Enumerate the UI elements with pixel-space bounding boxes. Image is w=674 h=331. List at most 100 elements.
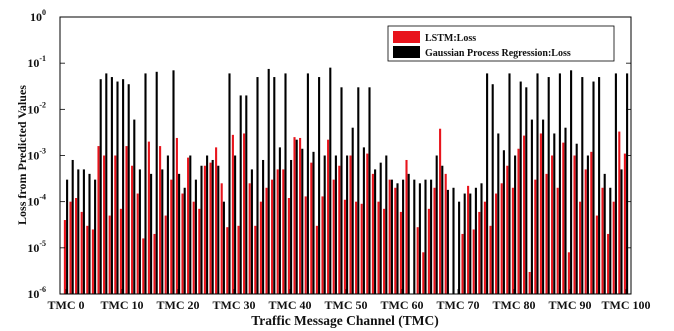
bar-gpr-7 xyxy=(105,73,108,294)
x-tick-label: TMC 0 xyxy=(48,298,85,312)
bar-lstm-5 xyxy=(91,229,94,294)
bar-gpr-29 xyxy=(228,73,231,294)
bar-lstm-20 xyxy=(175,137,178,294)
y-tick-label: 10-2 xyxy=(27,100,46,116)
bar-gpr-57 xyxy=(385,155,388,294)
bar-lstm-73 xyxy=(472,229,475,294)
bar-gpr-25 xyxy=(206,155,209,294)
bar-gpr-20 xyxy=(178,173,181,294)
bar-gpr-37 xyxy=(273,77,276,294)
bar-gpr-89 xyxy=(564,127,567,294)
bar-lstm-68 xyxy=(444,173,447,294)
bar-gpr-28 xyxy=(222,201,225,294)
legend-label-lstm: LSTM:Loss xyxy=(425,33,476,44)
bar-lstm-86 xyxy=(545,173,548,294)
bar-gpr-10 xyxy=(122,79,125,295)
bar-gpr-41 xyxy=(295,139,298,294)
bar-gpr-4 xyxy=(88,173,91,294)
bar-gpr-51 xyxy=(351,127,354,294)
bar-gpr-17 xyxy=(161,169,164,294)
bar-gpr-44 xyxy=(312,151,315,294)
y-tick-label: 100 xyxy=(30,8,46,24)
bar-lstm-57 xyxy=(383,208,386,294)
bar-gpr-73 xyxy=(474,187,477,294)
bar-lstm-65 xyxy=(427,208,430,294)
bar-gpr-39 xyxy=(284,73,287,294)
bar-lstm-80 xyxy=(511,187,514,294)
bar-gpr-58 xyxy=(390,179,393,294)
y-tick-exponent: -3 xyxy=(39,147,46,156)
bar-lstm-64 xyxy=(422,252,425,294)
bar-gpr-14 xyxy=(144,73,147,294)
bar-lstm-45 xyxy=(315,225,318,294)
bar-lstm-58 xyxy=(388,179,391,294)
bar-lstm-49 xyxy=(338,165,341,294)
bar-lstm-83 xyxy=(528,271,531,294)
x-tick-label: TMC 70 xyxy=(437,298,480,312)
bar-lstm-7 xyxy=(103,155,106,294)
bar-gpr-91 xyxy=(575,143,578,294)
plot-frame xyxy=(59,16,632,295)
bar-lstm-2 xyxy=(75,198,78,294)
bar-lstm-89 xyxy=(562,142,565,294)
bar-gpr-72 xyxy=(469,193,472,294)
bar-lstm-35 xyxy=(259,201,262,294)
legend-swatch-gpr xyxy=(393,46,420,58)
bar-lstm-56 xyxy=(377,201,380,294)
bar-gpr-48 xyxy=(334,155,337,294)
x-tick-label: TMC 50 xyxy=(325,298,368,312)
bar-lstm-15 xyxy=(147,141,150,294)
bar-lstm-28 xyxy=(220,183,223,294)
legend-box xyxy=(387,25,615,62)
bar-gpr-88 xyxy=(558,73,561,294)
bar-lstm-18 xyxy=(164,215,167,294)
bar-lstm-93 xyxy=(584,169,587,294)
bar-lstm-1 xyxy=(69,201,72,294)
bar-lstm-95 xyxy=(595,215,598,294)
y-tick-exponent: -5 xyxy=(39,239,46,248)
bar-gpr-66 xyxy=(435,155,438,294)
bar-gpr-11 xyxy=(127,84,130,294)
bar-gpr-45 xyxy=(318,77,321,294)
bar-lstm-55 xyxy=(371,173,374,294)
bar-gpr-96 xyxy=(603,173,606,294)
bar-gpr-87 xyxy=(553,133,556,294)
bar-gpr-38 xyxy=(278,147,281,294)
bar-gpr-1 xyxy=(71,159,74,294)
bars-layer xyxy=(63,67,629,295)
bar-gpr-35 xyxy=(262,159,265,294)
bar-gpr-33 xyxy=(250,169,253,294)
bar-lstm-100 xyxy=(623,153,626,294)
bar-gpr-68 xyxy=(446,189,449,294)
bar-gpr-52 xyxy=(357,87,360,294)
bar-gpr-24 xyxy=(200,165,203,294)
bar-lstm-50 xyxy=(343,199,346,294)
bar-gpr-43 xyxy=(306,73,309,294)
bar-gpr-56 xyxy=(379,162,382,294)
bar-lstm-22 xyxy=(187,157,190,294)
y-tick-exponent: -1 xyxy=(39,54,46,63)
bar-gpr-98 xyxy=(614,73,617,294)
bar-lstm-76 xyxy=(489,225,492,294)
y-tick-label: 10-5 xyxy=(27,239,46,255)
x-tick-label: TMC 40 xyxy=(269,298,312,312)
bar-gpr-6 xyxy=(99,79,102,295)
bar-lstm-98 xyxy=(612,201,615,294)
bar-lstm-84 xyxy=(534,179,537,294)
bar-lstm-99 xyxy=(618,131,621,294)
bar-lstm-11 xyxy=(125,146,128,294)
bar-lstm-34 xyxy=(254,225,257,294)
bar-gpr-18 xyxy=(166,155,169,294)
bar-gpr-74 xyxy=(480,183,483,294)
bar-gpr-84 xyxy=(536,73,539,294)
y-tick-label: 10-3 xyxy=(27,147,46,163)
bar-gpr-31 xyxy=(239,95,242,294)
bar-gpr-42 xyxy=(301,148,304,294)
bar-lstm-90 xyxy=(567,252,570,294)
x-tick-label: TMC 80 xyxy=(493,298,536,312)
bar-gpr-9 xyxy=(116,81,119,294)
bar-lstm-97 xyxy=(607,233,610,294)
bar-gpr-59 xyxy=(396,183,399,294)
bar-lstm-91 xyxy=(573,155,576,294)
